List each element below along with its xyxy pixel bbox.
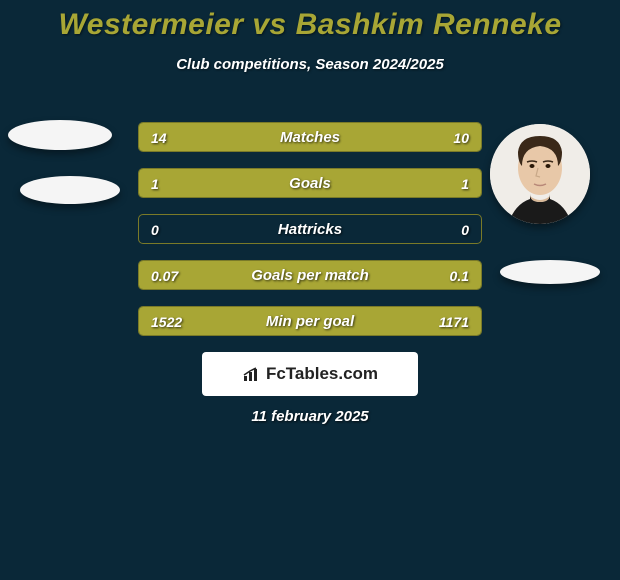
logo-box: FcTables.com — [202, 352, 418, 396]
stat-label: Matches — [139, 123, 481, 152]
stat-label: Hattricks — [139, 215, 481, 244]
page-subtitle: Club competitions, Season 2024/2025 — [0, 56, 620, 73]
player-right-avatar — [490, 124, 590, 224]
stats-container: 1410Matches 11Goals 00Hattricks 0.070.1Goal… — [138, 122, 482, 352]
chart-icon — [242, 366, 262, 382]
stat-label: Min per goal — [139, 307, 481, 336]
logo-label: FcTables.com — [266, 364, 378, 384]
stat-label: Goals per match — [139, 261, 481, 290]
player-left-avatar-1 — [8, 120, 112, 150]
stat-row: 1410Matches — [138, 122, 482, 152]
stat-row: 00Hattricks — [138, 214, 482, 244]
stat-label: Goals — [139, 169, 481, 198]
stat-row: 11Goals — [138, 168, 482, 198]
page-title: Westermeier vs Bashkim Renneke — [0, 0, 620, 42]
logo-text: FcTables.com — [242, 364, 378, 384]
stat-row: 15221171Min per goal — [138, 306, 482, 336]
stat-row: 0.070.1Goals per match — [138, 260, 482, 290]
date-text: 11 february 2025 — [0, 408, 620, 425]
player-right-shadow — [500, 260, 600, 284]
player-left-avatar-2 — [20, 176, 120, 204]
